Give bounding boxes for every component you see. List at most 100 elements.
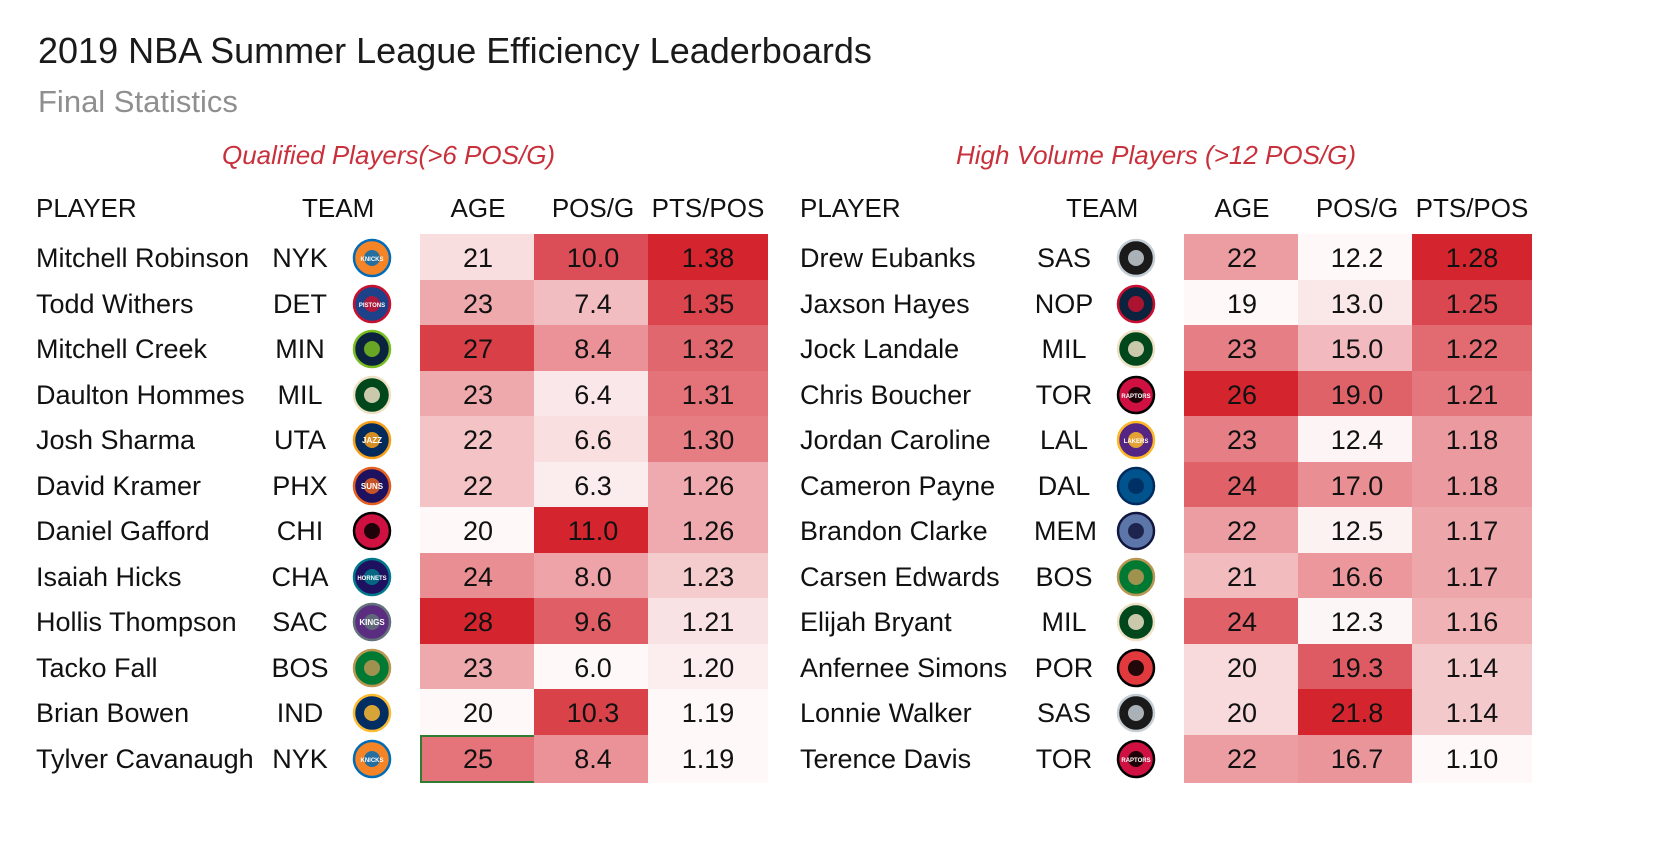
age-cell[interactable]: 23 — [420, 370, 536, 419]
pos-g-cell[interactable]: 6.0 — [534, 643, 652, 692]
pos-g-cell[interactable]: 8.4 — [534, 734, 652, 783]
age-cell[interactable]: 23 — [1184, 416, 1300, 464]
kings-logo-icon: KINGS — [352, 602, 392, 642]
pts-pos-cell[interactable]: 1.26 — [648, 461, 768, 510]
age-cell[interactable]: 24 — [1184, 461, 1300, 510]
pos-g-cell[interactable]: 12.4 — [1298, 416, 1416, 464]
pts-pos-cell[interactable]: 1.38 — [648, 234, 768, 282]
pts-pos-cell[interactable]: 1.22 — [1412, 325, 1532, 373]
bulls-logo-icon — [352, 511, 392, 551]
bucks-logo-icon — [1116, 602, 1156, 642]
pos-g-cell[interactable]: 10.3 — [534, 689, 652, 737]
age-cell[interactable]: 24 — [420, 552, 536, 601]
pts-pos-cell[interactable]: 1.21 — [1412, 370, 1532, 419]
player-name: Todd Withers — [36, 288, 194, 319]
pos-g-cell[interactable]: 17.0 — [1298, 461, 1416, 510]
team-code: POR — [1034, 652, 1094, 683]
player-name: Chris Boucher — [800, 379, 972, 410]
pos-g-cell[interactable]: 11.0 — [534, 507, 652, 555]
age-cell[interactable]: 20 — [1184, 643, 1300, 692]
player-name: Elijah Bryant — [800, 607, 952, 637]
pts-pos-cell[interactable]: 1.30 — [648, 416, 768, 464]
team-code: NOP — [1034, 288, 1094, 319]
age-cell[interactable]: 20 — [420, 507, 536, 555]
pts-pos-cell[interactable]: 1.23 — [648, 552, 768, 601]
pos-g-cell[interactable]: 16.7 — [1298, 734, 1416, 783]
team-code: LAL — [1039, 425, 1089, 455]
team-code: DAL — [1037, 470, 1091, 501]
team-code: IND — [276, 698, 324, 728]
age-cell[interactable]: 22 — [420, 416, 536, 464]
team-code: NYK — [272, 243, 328, 273]
age-cell[interactable]: 27 — [420, 325, 536, 373]
team-code: CHI — [276, 516, 324, 546]
pos-g-column-header: POS/G — [1315, 193, 1399, 223]
player-name: Drew Eubanks — [800, 243, 976, 273]
pos-g-cell[interactable]: 6.4 — [534, 370, 652, 419]
age-cell[interactable]: 21 — [420, 234, 536, 282]
pts-pos-cell[interactable]: 1.17 — [1412, 552, 1532, 601]
pos-g-cell[interactable]: 8.4 — [534, 325, 652, 373]
age-cell[interactable]: 20 — [420, 689, 536, 737]
age-cell[interactable]: 28 — [420, 598, 536, 646]
pts-pos-cell[interactable]: 1.19 — [648, 734, 768, 783]
age-cell[interactable]: 20 — [1184, 689, 1300, 737]
blazers-logo-icon — [1116, 648, 1156, 688]
age-cell[interactable]: 22 — [420, 461, 536, 510]
pts-pos-cell[interactable]: 1.20 — [648, 643, 768, 692]
player-name: Jordan Caroline — [800, 425, 991, 455]
pts-pos-cell[interactable]: 1.18 — [1412, 461, 1532, 510]
age-cell[interactable]: 22 — [1184, 734, 1300, 783]
pts-pos-column-header: PTS/POS — [1415, 193, 1529, 223]
age-cell[interactable]: 22 — [1184, 507, 1300, 555]
pos-g-cell[interactable]: 13.0 — [1298, 279, 1416, 328]
pts-pos-cell[interactable]: 1.25 — [1412, 279, 1532, 328]
age-cell[interactable]: 25 — [420, 734, 536, 783]
pts-pos-cell[interactable]: 1.10 — [1412, 734, 1532, 783]
pts-pos-cell[interactable]: 1.32 — [648, 325, 768, 373]
player-name: Jock Landale — [800, 334, 960, 364]
age-cell[interactable]: 22 — [1184, 234, 1300, 282]
pos-g-cell[interactable]: 19.3 — [1298, 643, 1416, 692]
pts-pos-cell[interactable]: 1.19 — [648, 689, 768, 737]
pts-pos-cell[interactable]: 1.16 — [1412, 598, 1532, 646]
age-cell[interactable]: 19 — [1184, 279, 1300, 328]
pos-g-cell[interactable]: 12.3 — [1298, 598, 1416, 646]
pts-pos-cell[interactable]: 1.18 — [1412, 416, 1532, 464]
pos-g-cell[interactable]: 15.0 — [1298, 325, 1416, 373]
age-cell[interactable]: 21 — [1184, 552, 1300, 601]
pts-pos-cell[interactable]: 1.28 — [1412, 234, 1532, 282]
team-code: MIL — [1041, 607, 1087, 637]
pos-g-cell[interactable]: 7.4 — [534, 279, 652, 328]
pos-g-cell[interactable]: 9.6 — [534, 598, 652, 646]
svg-text:SUNS: SUNS — [361, 482, 384, 491]
pos-g-cell[interactable]: 10.0 — [534, 234, 652, 282]
age-cell[interactable]: 23 — [420, 643, 536, 692]
pts-pos-cell[interactable]: 1.31 — [648, 370, 768, 419]
pos-g-cell[interactable]: 19.0 — [1298, 370, 1416, 419]
pts-pos-cell[interactable]: 1.35 — [648, 279, 768, 328]
pos-g-cell[interactable]: 12.2 — [1298, 234, 1416, 282]
pts-pos-cell[interactable]: 1.17 — [1412, 507, 1532, 555]
age-cell[interactable]: 23 — [420, 279, 536, 328]
pos-g-cell[interactable]: 8.0 — [534, 552, 652, 601]
pts-pos-cell[interactable]: 1.14 — [1412, 643, 1532, 692]
pts-pos-cell[interactable]: 1.14 — [1412, 689, 1532, 737]
pos-g-cell[interactable]: 6.3 — [534, 461, 652, 510]
spurs-logo-icon — [1116, 238, 1156, 278]
suns-logo-icon: SUNS — [352, 466, 392, 506]
pos-g-cell[interactable]: 6.6 — [534, 416, 652, 464]
player-name: Daniel Gafford — [36, 516, 210, 546]
pacers-logo-icon — [352, 693, 392, 733]
pos-g-cell[interactable]: 12.5 — [1298, 507, 1416, 555]
player-name: Carsen Edwards — [800, 561, 1000, 592]
age-cell[interactable]: 23 — [1184, 325, 1300, 373]
age-cell[interactable]: 24 — [1184, 598, 1300, 646]
pos-g-cell[interactable]: 21.8 — [1298, 689, 1416, 737]
pts-pos-cell[interactable]: 1.26 — [648, 507, 768, 555]
age-cell[interactable]: 26 — [1184, 370, 1300, 419]
celtics-logo-icon — [352, 648, 392, 688]
player-name: Mitchell Robinson — [36, 243, 250, 273]
pts-pos-cell[interactable]: 1.21 — [648, 598, 768, 646]
pos-g-cell[interactable]: 16.6 — [1298, 552, 1416, 601]
